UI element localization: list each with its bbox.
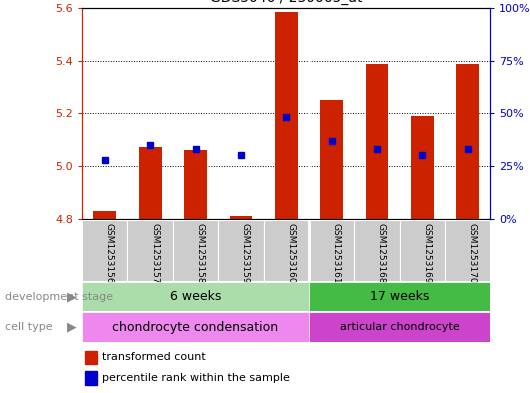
Bar — [85, 371, 97, 384]
Bar — [366, 64, 388, 219]
Bar — [320, 100, 343, 219]
Bar — [456, 64, 479, 219]
Bar — [218, 220, 263, 281]
Text: GSM1253169: GSM1253169 — [422, 223, 431, 283]
Bar — [93, 211, 116, 219]
Text: transformed count: transformed count — [102, 353, 206, 362]
Bar — [354, 220, 400, 281]
Bar — [309, 282, 490, 311]
Text: GSM1253170: GSM1253170 — [467, 223, 476, 283]
Text: 17 weeks: 17 weeks — [370, 290, 429, 303]
Text: GSM1253158: GSM1253158 — [196, 223, 205, 283]
Bar — [128, 220, 173, 281]
Text: GSM1253156: GSM1253156 — [105, 223, 114, 283]
Bar — [309, 312, 490, 342]
Title: GDS5046 / 230065_at: GDS5046 / 230065_at — [210, 0, 363, 6]
Bar — [309, 220, 354, 281]
Bar — [184, 150, 207, 219]
Bar — [85, 351, 97, 364]
Text: GSM1253161: GSM1253161 — [332, 223, 341, 283]
Text: cell type: cell type — [5, 322, 53, 332]
Text: articular chondrocyte: articular chondrocyte — [340, 322, 460, 332]
Bar — [445, 220, 490, 281]
Bar — [229, 216, 252, 219]
Text: development stage: development stage — [5, 292, 113, 301]
Bar — [82, 220, 128, 281]
Text: GSM1253160: GSM1253160 — [286, 223, 295, 283]
Bar — [400, 220, 445, 281]
Text: GSM1253157: GSM1253157 — [150, 223, 159, 283]
Text: GSM1253168: GSM1253168 — [377, 223, 386, 283]
Bar — [173, 220, 218, 281]
Bar — [411, 116, 434, 219]
Text: GSM1253159: GSM1253159 — [241, 223, 250, 283]
Bar — [263, 220, 309, 281]
Text: 6 weeks: 6 weeks — [170, 290, 221, 303]
Text: percentile rank within the sample: percentile rank within the sample — [102, 373, 289, 383]
Text: ▶: ▶ — [67, 290, 77, 303]
Text: ▶: ▶ — [67, 321, 77, 334]
Bar — [275, 12, 297, 219]
Text: chondrocyte condensation: chondrocyte condensation — [112, 321, 279, 334]
Bar — [139, 147, 162, 219]
Bar — [82, 282, 309, 311]
Bar — [82, 312, 309, 342]
